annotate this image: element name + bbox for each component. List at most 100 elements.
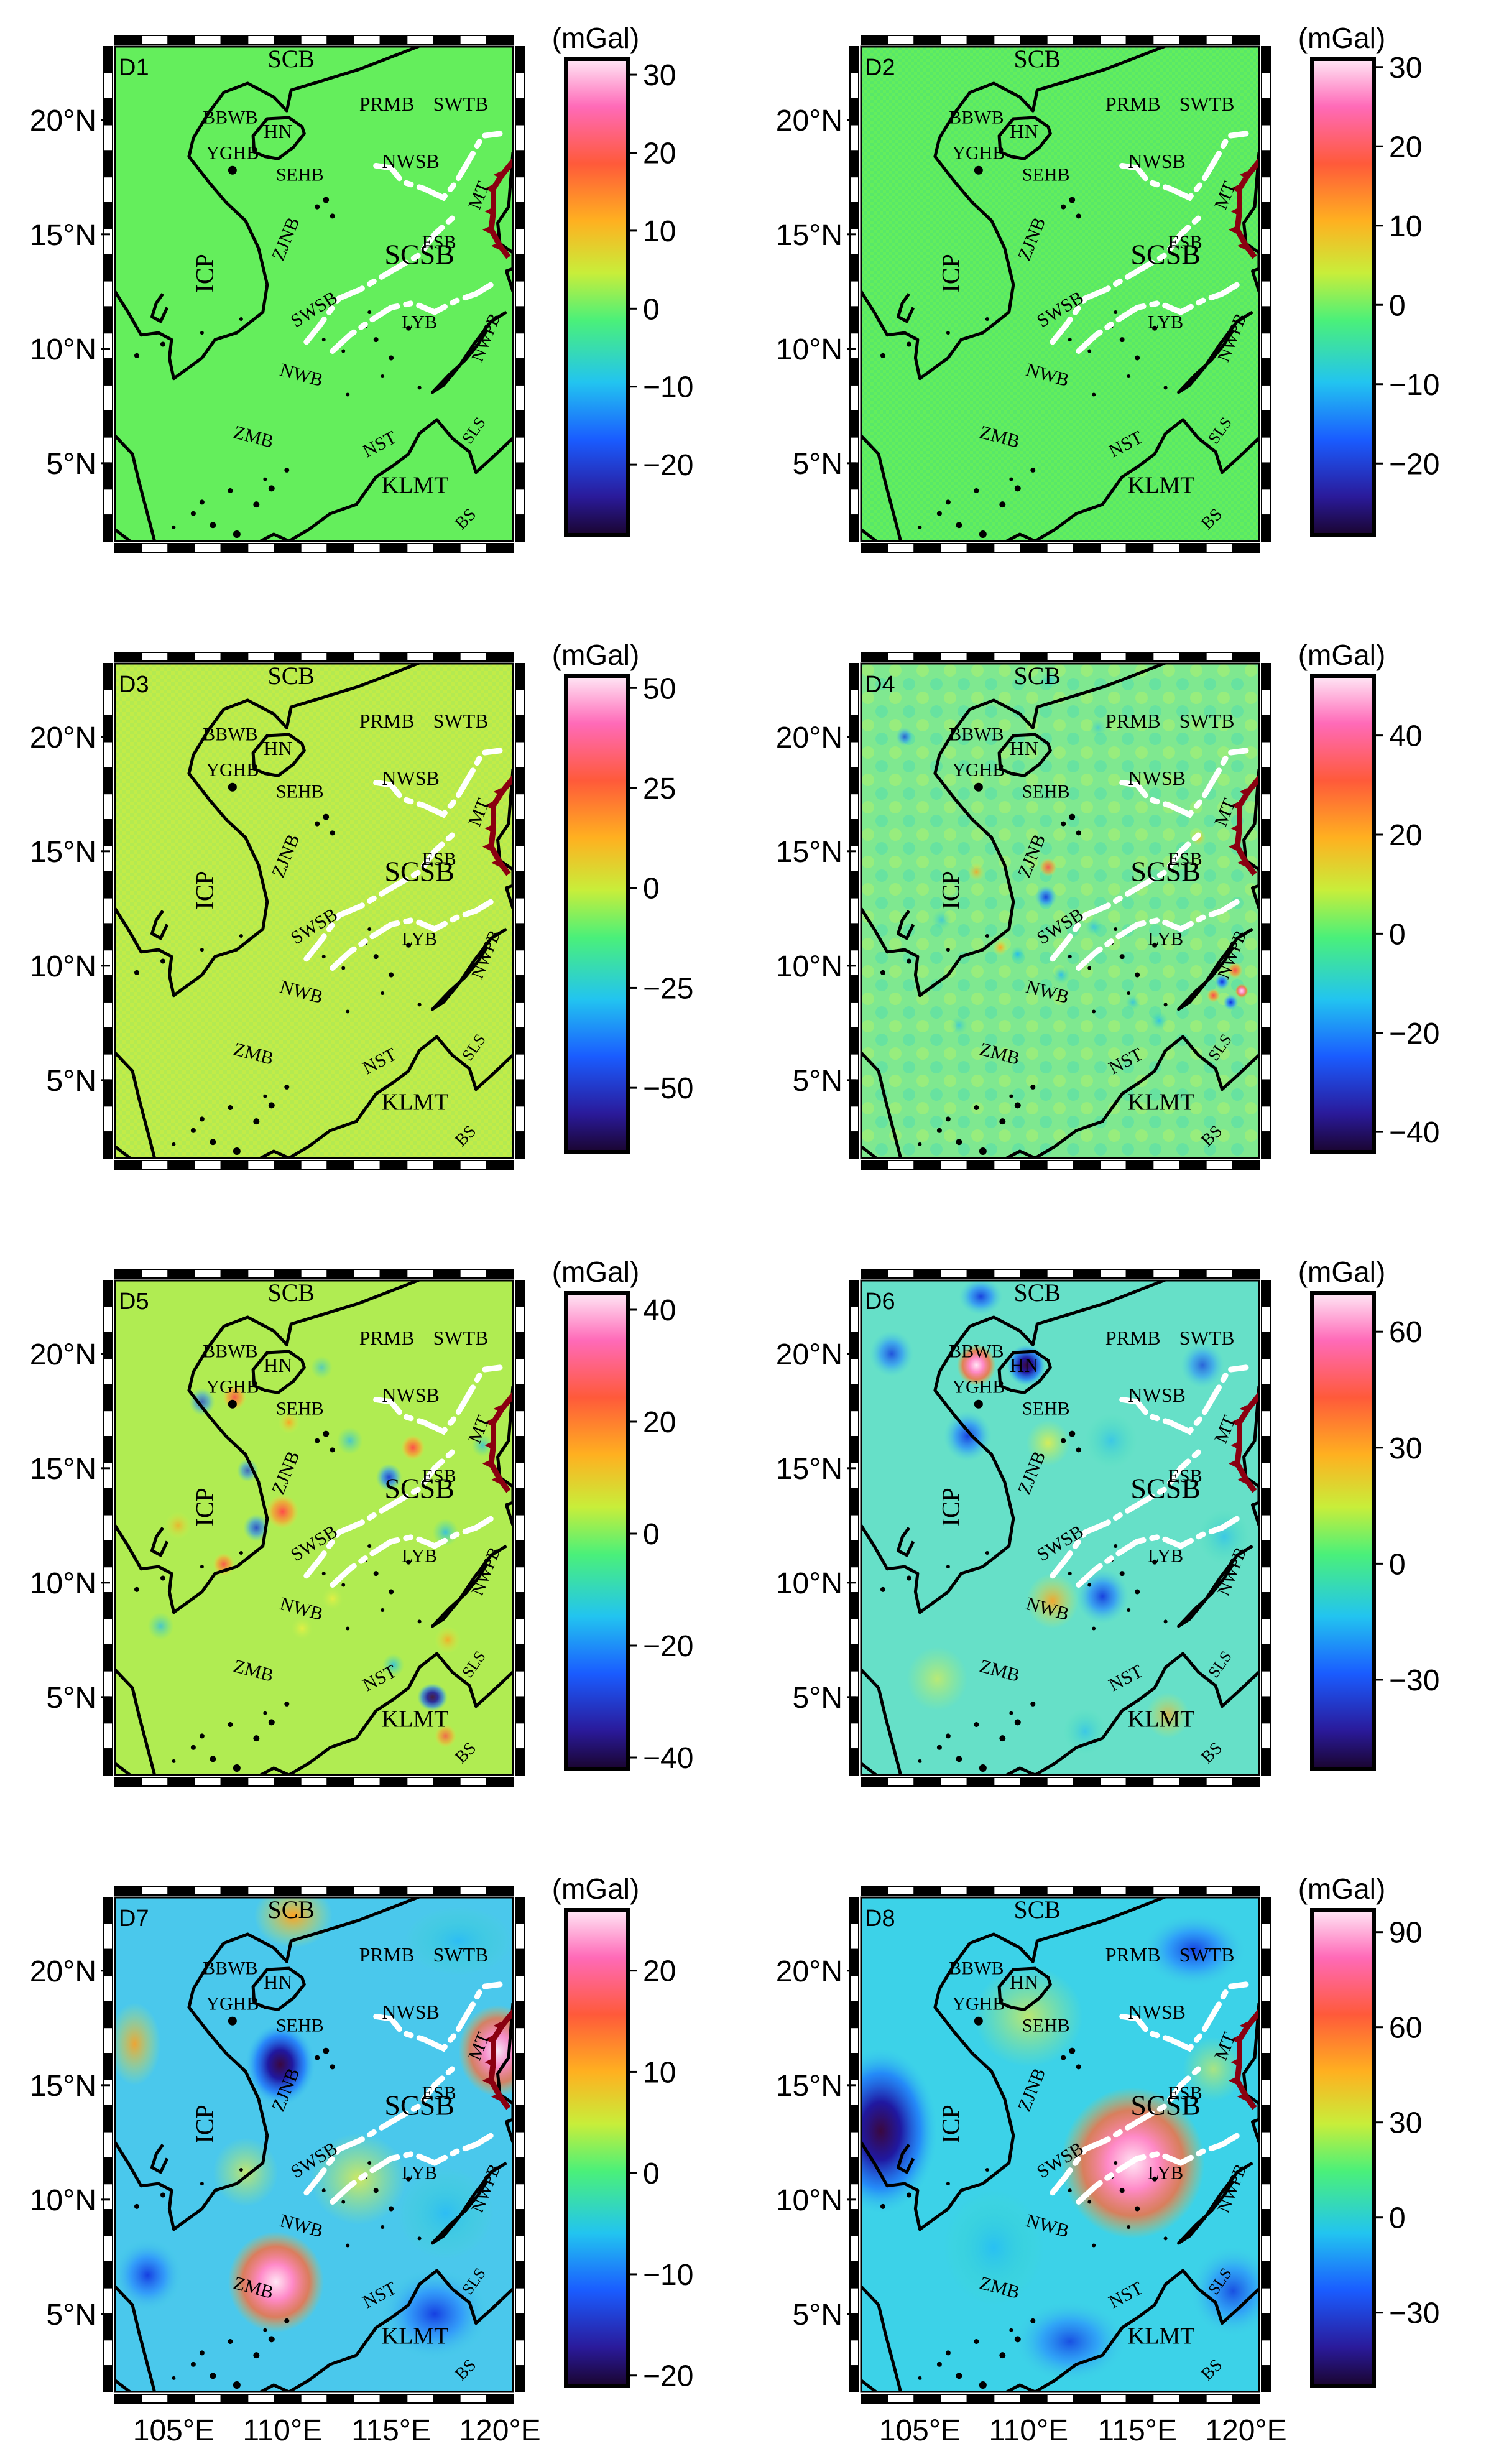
frame-tick xyxy=(103,46,113,73)
island xyxy=(1119,954,1125,960)
anomaly-blob xyxy=(1227,962,1243,979)
palawan-coast xyxy=(431,1544,507,1628)
island xyxy=(985,2167,989,2172)
frame-tick xyxy=(1179,1160,1207,1170)
region-label-esb: ESB xyxy=(1168,1466,1202,1486)
island xyxy=(946,331,950,335)
frame-tick xyxy=(300,1160,328,1170)
anomaly-blob xyxy=(907,1646,968,1711)
colorbar-tick-label: 10 xyxy=(643,215,676,248)
frame-tick xyxy=(515,176,525,204)
frame-tick xyxy=(515,975,525,1003)
luzon-coast xyxy=(1242,152,1259,269)
region-label-yghb: YGHB xyxy=(952,142,1005,163)
frame-tick xyxy=(194,1777,222,1787)
frame-tick xyxy=(103,2313,113,2341)
frame-tick xyxy=(1261,2001,1271,2029)
frame-tick xyxy=(103,176,113,204)
island xyxy=(330,830,335,836)
hainan-coast xyxy=(251,1966,307,2011)
frame-tick xyxy=(515,72,525,100)
frame-tick xyxy=(849,202,859,229)
island xyxy=(228,782,237,792)
frame-tick xyxy=(515,793,525,821)
lat-tick-label: 5°N xyxy=(792,448,842,481)
frame-tick xyxy=(167,1886,196,1896)
map-frame xyxy=(114,45,514,542)
frame-tick xyxy=(194,543,222,553)
frame-tick xyxy=(486,2394,514,2404)
frame-tick xyxy=(167,652,196,662)
frame-tick xyxy=(1261,1592,1271,1619)
frame-tick xyxy=(103,2157,113,2185)
island xyxy=(284,467,290,473)
frame-tick xyxy=(515,871,525,899)
region-label-yghb: YGHB xyxy=(206,1993,259,2014)
island xyxy=(330,213,335,219)
frame-tick xyxy=(515,2209,525,2236)
frame-tick xyxy=(300,1886,328,1896)
coastline xyxy=(861,47,1168,381)
frame-tick xyxy=(1179,2394,1207,2404)
colorbar: (mGal)90 60 30 0 −30 xyxy=(1298,1873,1439,2388)
frame-tick xyxy=(247,1777,275,1787)
island xyxy=(1119,2188,1125,2193)
frame-tick xyxy=(103,871,113,899)
anomaly-blob xyxy=(1223,994,1239,1011)
island xyxy=(417,1003,422,1007)
anomaly-blob xyxy=(943,1410,992,1461)
island xyxy=(134,353,139,358)
island xyxy=(1114,927,1118,931)
island xyxy=(999,1118,1006,1125)
island xyxy=(1163,386,1168,390)
frame-tick xyxy=(1046,1160,1074,1170)
island xyxy=(323,197,330,203)
frame-tick xyxy=(849,1131,859,1159)
cob-boundary xyxy=(1119,131,1249,201)
borneo-coast xyxy=(260,2269,513,2392)
frame-tick xyxy=(486,1777,514,1787)
island xyxy=(1009,1094,1013,1098)
colorbar-unit: (mGal) xyxy=(552,1873,640,1905)
island xyxy=(323,1430,330,1437)
frame-tick xyxy=(103,228,113,256)
region-label-prmb: PRMB xyxy=(1105,1327,1161,1349)
frame-tick xyxy=(167,1269,196,1279)
frame-tick xyxy=(849,923,859,951)
frame-tick xyxy=(274,543,302,553)
lat-tick-label: 5°N xyxy=(46,1065,96,1098)
frame-tick xyxy=(849,1897,859,1924)
island xyxy=(381,2225,385,2229)
island xyxy=(956,1139,962,1146)
anomaly-blob xyxy=(895,728,913,746)
frame-tick xyxy=(849,1001,859,1029)
island xyxy=(906,958,911,964)
frame-tick xyxy=(486,1269,514,1279)
frame-tick xyxy=(194,652,222,662)
region-label-klmt: KLMT xyxy=(382,2323,449,2350)
frame-tick xyxy=(515,2027,525,2055)
island xyxy=(979,1147,987,1155)
cob-boundary xyxy=(1119,748,1249,818)
frame-tick xyxy=(515,845,525,873)
frame-tick xyxy=(861,1886,888,1896)
anomaly-blob xyxy=(1207,988,1221,1003)
island xyxy=(239,933,243,938)
map-frame xyxy=(860,45,1260,542)
trench-tooth xyxy=(484,825,492,832)
frame-tick xyxy=(433,652,461,662)
island xyxy=(160,341,165,347)
frame-tick xyxy=(1179,35,1207,45)
island xyxy=(341,349,346,353)
island xyxy=(268,485,275,492)
region-label-bbwb: BBWB xyxy=(203,1958,257,1978)
frame-tick xyxy=(940,543,968,553)
region-label-scb: SCB xyxy=(267,1896,315,1924)
borneo-coast xyxy=(1006,2269,1259,2392)
frame-tick xyxy=(1205,1160,1234,1170)
region-label-scsb: SCSB xyxy=(1130,2090,1201,2121)
region-label-hn: HN xyxy=(264,1354,292,1376)
frame-tick xyxy=(1261,1332,1271,1359)
anomaly-blob xyxy=(1235,984,1248,998)
cambodia-coast xyxy=(897,2144,915,2174)
